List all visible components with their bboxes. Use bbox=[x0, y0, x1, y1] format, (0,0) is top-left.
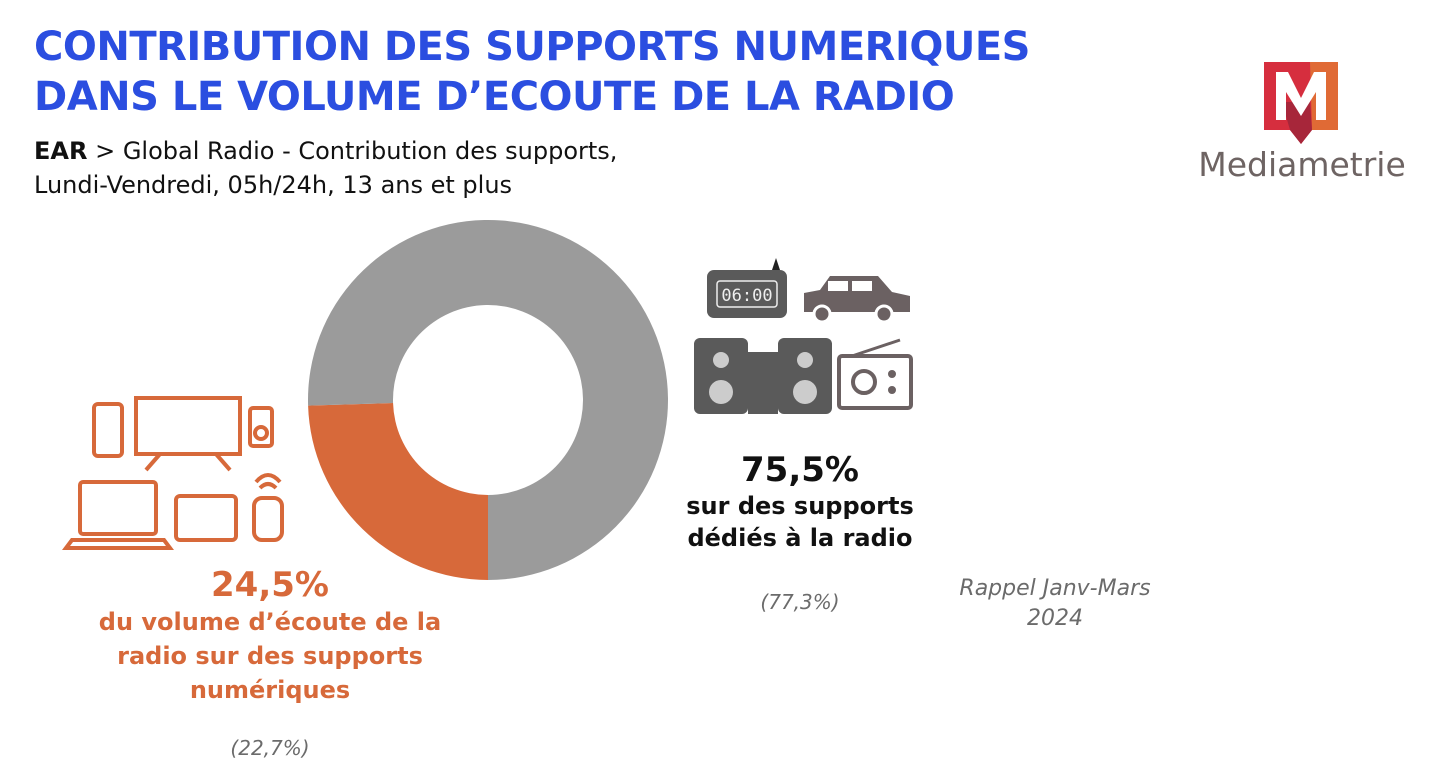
digital-line-1: du volume d’écoute de la bbox=[98, 608, 442, 636]
clock-text: 06:00 bbox=[721, 286, 772, 306]
digital-line-3: numériques bbox=[189, 676, 351, 704]
reminder-line-2: 2024 bbox=[1027, 606, 1083, 631]
page-title: CONTRIBUTION DES SUPPORTS NUMERIQUES DAN… bbox=[34, 22, 1030, 122]
slice-dedicated bbox=[308, 220, 668, 580]
music-player-icon bbox=[248, 406, 274, 448]
slice-digital bbox=[308, 402, 488, 580]
dedicated-value: 75,5% bbox=[741, 450, 859, 490]
dedicated-line-2: dédiés à la radio bbox=[687, 524, 913, 552]
title-line-1: CONTRIBUTION DES SUPPORTS NUMERIQUES bbox=[34, 24, 1030, 70]
reminder-line-1: Rappel Janv-Mars bbox=[959, 576, 1151, 601]
car-icon bbox=[804, 276, 910, 324]
subtitle: EAR > Global Radio - Contribution des su… bbox=[34, 134, 617, 202]
reminder-note: Rappel Janv-Mars 2024 bbox=[940, 574, 1170, 634]
subtitle-rest: > Global Radio - Contribution des suppor… bbox=[87, 137, 618, 165]
subtitle-line-2: Lundi-Vendredi, 05h/24h, 13 ans et plus bbox=[34, 171, 513, 199]
digital-previous: (22,7%) bbox=[230, 736, 310, 760]
dedicated-label: 75,5% sur des supports dédiés à la radio bbox=[680, 450, 920, 554]
subtitle-bold: EAR bbox=[34, 137, 88, 165]
smartphone-icon bbox=[92, 402, 124, 458]
digital-label: 24,5% du volume d’écoute de la radio sur… bbox=[70, 565, 470, 707]
dedicated-previous: (77,3%) bbox=[760, 590, 840, 614]
hifi-speakers-icon bbox=[694, 338, 832, 414]
digital-value: 24,5% bbox=[211, 565, 329, 605]
logo-text: Mediametrie bbox=[1198, 145, 1406, 184]
mediametrie-logo: Mediametrie bbox=[1192, 58, 1412, 192]
smart-speaker-icon bbox=[252, 473, 284, 542]
dedicated-line-1: sur des supports bbox=[686, 492, 914, 520]
radio-icon bbox=[837, 338, 913, 410]
alarm-clock-icon: 06:00 bbox=[707, 258, 787, 318]
digital-line-2: radio sur des supports bbox=[117, 642, 423, 670]
laptop-icon bbox=[62, 480, 174, 550]
title-line-2: DANS LE VOLUME D’ECOUTE DE LA RADIO bbox=[34, 74, 955, 120]
tv-icon bbox=[134, 396, 242, 472]
tablet-icon bbox=[174, 494, 238, 542]
